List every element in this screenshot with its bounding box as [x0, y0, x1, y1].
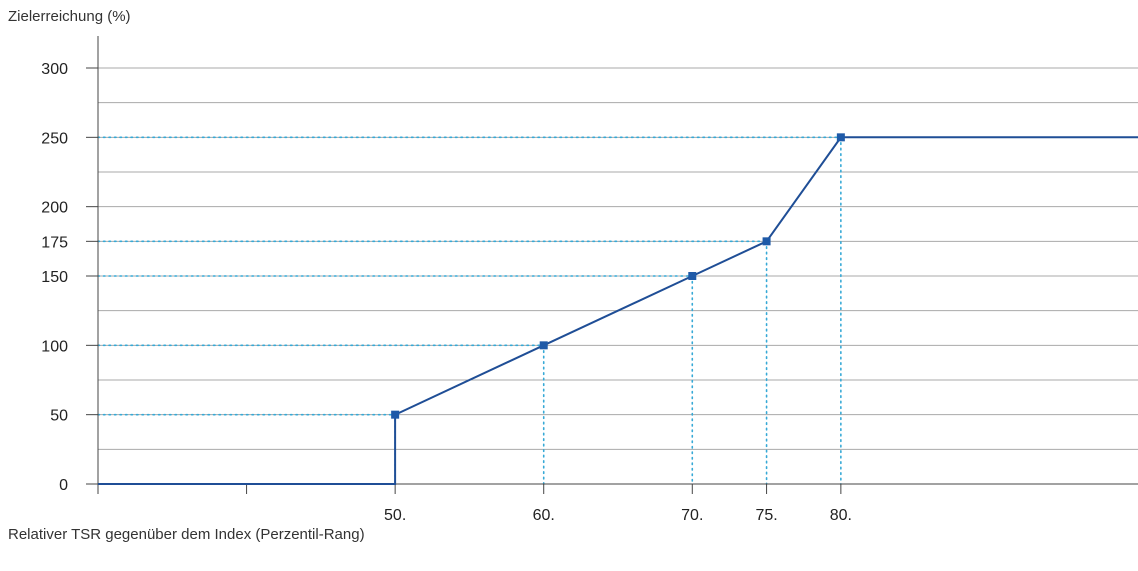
- data-point-75: [762, 237, 771, 246]
- x-tick-label-75: 75.: [755, 507, 777, 524]
- y-tick-label-300: 300: [41, 61, 68, 78]
- y-tick-label-200: 200: [41, 200, 68, 217]
- y-tick-label-100: 100: [41, 338, 68, 355]
- x-axis-title: Relativer TSR gegenüber dem Index (Perze…: [8, 526, 365, 543]
- x-tick-label-50: 50.: [384, 507, 406, 524]
- y-tick-label-250: 250: [41, 130, 68, 147]
- data-point-70: [688, 272, 697, 280]
- x-tick-label-80: 80.: [830, 507, 852, 524]
- x-tick-label-70: 70.: [681, 507, 703, 524]
- x-tick-label-60: 60.: [533, 507, 555, 524]
- y-tick-label-0: 0: [59, 477, 68, 494]
- data-point-50: [391, 410, 400, 419]
- data-point-60: [539, 341, 548, 350]
- y-axis-title: Zielerreichung (%): [8, 8, 131, 25]
- y-tick-label-150: 150: [41, 269, 68, 286]
- y-tick-label-175: 175: [41, 234, 68, 251]
- series-line-0: [98, 136, 1138, 485]
- data-point-80: [836, 133, 845, 142]
- y-tick-label-50: 50: [50, 408, 68, 425]
